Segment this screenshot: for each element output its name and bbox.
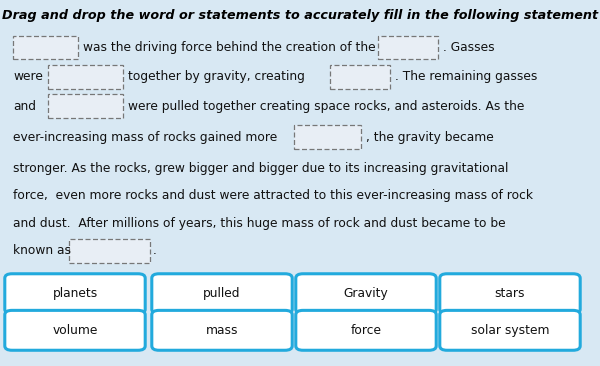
Text: was the driving force behind the creation of the: was the driving force behind the creatio… bbox=[83, 41, 376, 54]
Text: . Gasses: . Gasses bbox=[443, 41, 494, 54]
Text: stronger. As the rocks, grew bigger and bigger due to its increasing gravitation: stronger. As the rocks, grew bigger and … bbox=[13, 162, 509, 175]
Text: , the gravity became: , the gravity became bbox=[366, 131, 494, 144]
FancyBboxPatch shape bbox=[5, 274, 145, 314]
FancyBboxPatch shape bbox=[440, 274, 580, 314]
Text: solar system: solar system bbox=[471, 324, 549, 337]
Text: planets: planets bbox=[52, 287, 98, 300]
Bar bbox=[48, 94, 123, 118]
Text: force: force bbox=[350, 324, 382, 337]
Bar bbox=[13, 36, 78, 59]
Text: known as: known as bbox=[13, 244, 71, 257]
Text: stars: stars bbox=[495, 287, 525, 300]
Text: volume: volume bbox=[52, 324, 98, 337]
Bar bbox=[330, 65, 390, 89]
Text: Gravity: Gravity bbox=[344, 287, 388, 300]
Text: . The remaining gasses: . The remaining gasses bbox=[395, 70, 537, 83]
Text: ever-increasing mass of rocks gained more: ever-increasing mass of rocks gained mor… bbox=[13, 131, 277, 144]
FancyBboxPatch shape bbox=[296, 310, 436, 350]
FancyBboxPatch shape bbox=[152, 274, 292, 314]
Text: were: were bbox=[13, 70, 43, 83]
Bar bbox=[378, 36, 438, 59]
FancyBboxPatch shape bbox=[440, 310, 580, 350]
Bar bbox=[69, 239, 150, 263]
FancyBboxPatch shape bbox=[152, 310, 292, 350]
Text: Drag and drop the word or statements to accurately fill in the following stateme: Drag and drop the word or statements to … bbox=[2, 9, 598, 22]
FancyBboxPatch shape bbox=[5, 310, 145, 350]
Text: together by gravity, creating: together by gravity, creating bbox=[128, 70, 305, 83]
Text: and dust.  After millions of years, this huge mass of rock and dust became to be: and dust. After millions of years, this … bbox=[13, 217, 506, 230]
Text: pulled: pulled bbox=[203, 287, 241, 300]
Bar bbox=[48, 65, 123, 89]
Text: were pulled together creating space rocks, and asteroids. As the: were pulled together creating space rock… bbox=[128, 100, 524, 113]
FancyBboxPatch shape bbox=[296, 274, 436, 314]
Bar bbox=[294, 125, 361, 149]
Text: mass: mass bbox=[206, 324, 238, 337]
Text: force,  even more rocks and dust were attracted to this ever-increasing mass of : force, even more rocks and dust were att… bbox=[13, 189, 533, 202]
Text: .: . bbox=[153, 244, 157, 257]
Text: and: and bbox=[13, 100, 36, 113]
